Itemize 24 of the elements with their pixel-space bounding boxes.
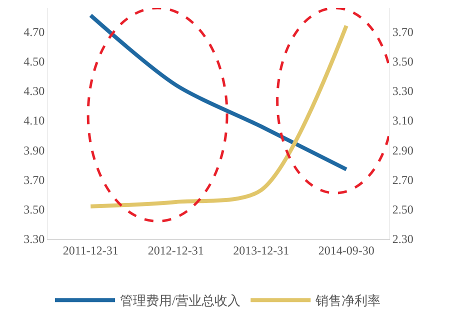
y2-tick-label: 2.70 [392,172,414,187]
y2-tick-label: 3.10 [392,114,414,128]
y-tick-label: 3.90 [24,143,45,158]
y-tick-label: 4.50 [24,54,45,69]
y2-tick-label: 3.30 [392,84,414,98]
line-series [88,13,348,172]
y2-tick-label: 3.70 [392,24,414,39]
y-tick-label: 4.10 [24,114,45,128]
y2-tick-label: 2.30 [392,232,414,246]
x-tick-label: 2013-12-31 [233,243,290,258]
y-tick-label: 3.30 [24,232,45,246]
line-series [88,24,348,208]
legend-label: 管理费用/营业总收入 [120,293,241,308]
y-tick-label: 3.50 [24,202,45,217]
y2-tick-label: 2.90 [392,143,414,158]
y-tick-label: 3.70 [24,172,45,187]
y2-tick-label: 2.50 [392,202,414,217]
x-tick-label: 2014-09-30 [318,243,374,258]
y-tick-label: 4.30 [24,84,45,98]
legend-label: 销售净利率 [314,293,381,308]
y2-tick-label: 3.50 [392,54,414,69]
x-tick-label: 2011-12-31 [62,243,118,258]
x-tick-label: 2012-12-31 [148,243,204,258]
y-tick-label: 4.70 [24,24,45,39]
